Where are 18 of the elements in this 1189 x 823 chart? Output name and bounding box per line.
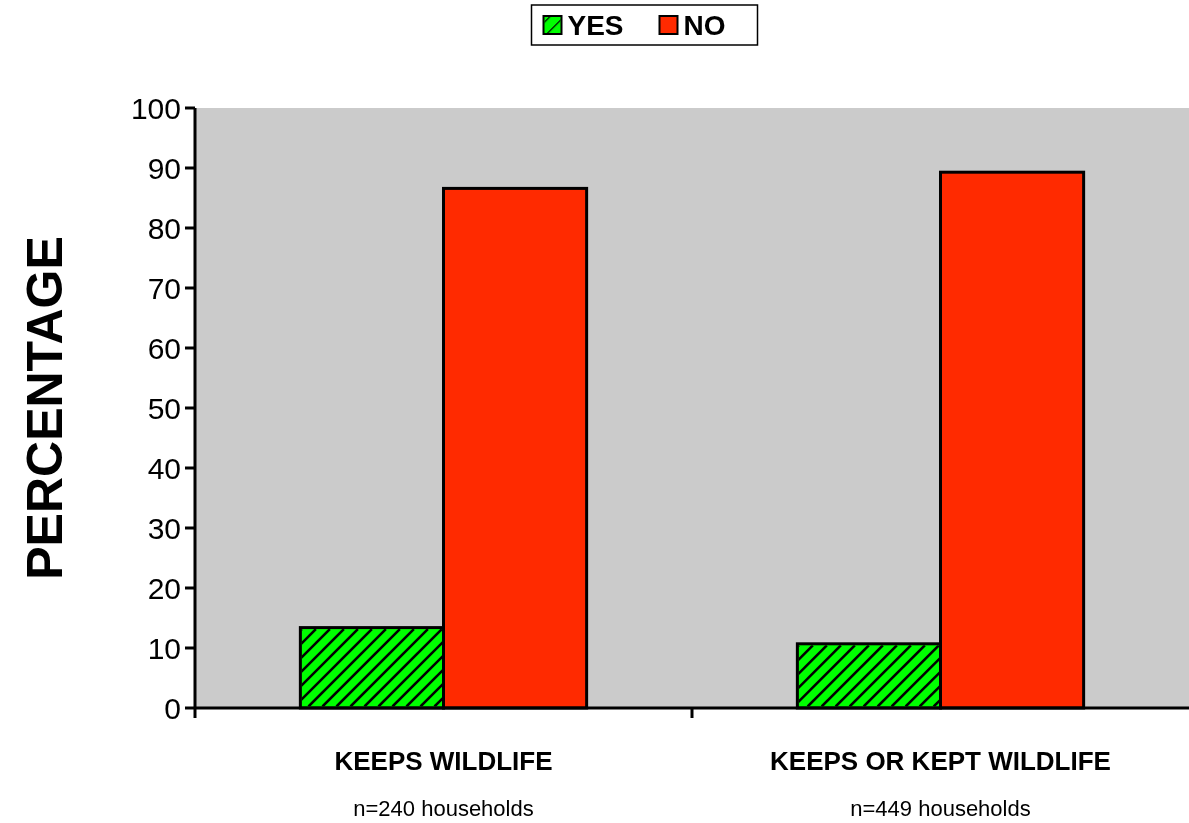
legend-label: NO bbox=[683, 9, 726, 41]
y-tick-label: 70 bbox=[147, 271, 181, 305]
x-tick-label: KEEPS WILDLIFE bbox=[334, 746, 553, 776]
text: n=240 households bbox=[353, 796, 534, 821]
y-tick-label: 0 bbox=[164, 691, 181, 725]
y-tick-label: 40 bbox=[147, 451, 181, 485]
y-axis-title: PERCENTAGE bbox=[17, 236, 73, 580]
y-tick-label: 100 bbox=[130, 91, 181, 125]
y-tick-label: 50 bbox=[147, 391, 181, 425]
x-tick-label: KEEPS OR KEPT WILDLIFE bbox=[770, 746, 1111, 776]
y-tick-label: 10 bbox=[147, 631, 181, 665]
y-tick-label: 60 bbox=[147, 331, 181, 365]
y-tick-label: 20 bbox=[147, 571, 181, 605]
y-tick-label: 30 bbox=[147, 511, 181, 545]
y-tick-label: 80 bbox=[147, 211, 181, 245]
legend-label: YES bbox=[567, 9, 624, 41]
y-tick-label: 90 bbox=[147, 151, 181, 185]
text: n=449 households bbox=[850, 796, 1031, 821]
